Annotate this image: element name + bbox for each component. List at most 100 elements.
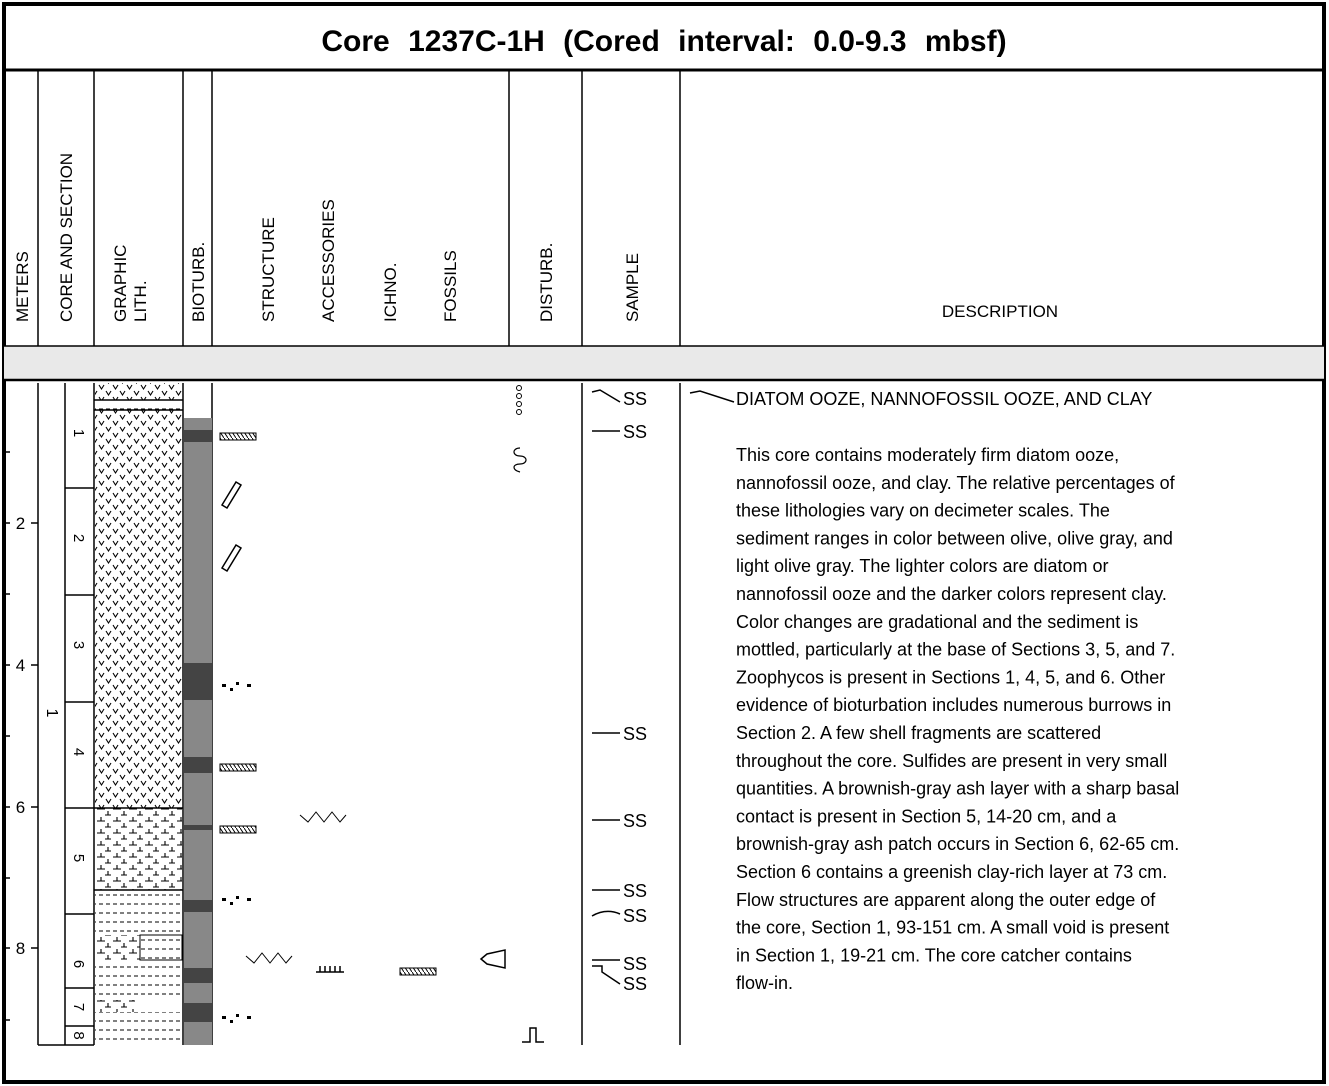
sample-ticks	[592, 390, 620, 984]
header-meters: METERS	[13, 251, 32, 322]
description-line: brownish-gray ash patch occurs in Sectio…	[736, 834, 1179, 854]
section-number: 3	[70, 641, 87, 649]
symbols-part	[400, 968, 436, 975]
symbols-part	[220, 433, 256, 440]
header-description: DESCRIPTION	[942, 302, 1058, 321]
description-line: mottled, particularly at the base of Sec…	[736, 640, 1175, 660]
symbols-part	[222, 1014, 251, 1023]
header-ichno: ICHNO.	[381, 263, 400, 323]
title: Core 1237C-1H (Cored interval: 0.0-9.3 m…	[321, 25, 1006, 58]
sample-ticks-part	[592, 966, 620, 984]
header-accessories: ACCESSORIES	[319, 199, 338, 322]
graphic-lithology-part	[95, 960, 182, 1000]
header-sample: SAMPLE	[623, 253, 642, 322]
symbols-part	[517, 386, 522, 391]
header-fossils: FOSSILS	[441, 250, 460, 322]
page: Core 1237C-1H (Cored interval: 0.0-9.3 m…	[0, 0, 1329, 1086]
header-lith: LITH.	[131, 280, 150, 322]
depth-label: 8	[16, 939, 25, 958]
description-line: contact is present in Section 5, 14-20 c…	[736, 806, 1117, 826]
sample-label: SS	[623, 811, 647, 831]
bioturbation-bar-part	[184, 900, 212, 912]
sample-label: SS	[623, 422, 647, 442]
description-line: these lithologies vary on decimeter scal…	[736, 501, 1110, 521]
graphic-lithology-part	[95, 890, 182, 935]
bioturbation-bar-part	[184, 418, 212, 1045]
symbols-part	[481, 950, 505, 968]
bioturbation-bar-part	[184, 825, 212, 830]
section-number: 5	[70, 854, 87, 862]
symbols-part	[522, 1028, 544, 1042]
section-number: 2	[70, 534, 87, 542]
symbols-part	[220, 826, 256, 833]
graphic-lithology-part	[95, 410, 182, 808]
description-line: Section 2. A few shell fragments are sca…	[736, 723, 1101, 743]
graphic-lithology-part	[95, 808, 182, 890]
description-line: quantities. A brownish-gray ash layer wi…	[736, 779, 1179, 799]
sample-label: SS	[623, 954, 647, 974]
description-line: nannofossil ooze, and clay. The relative…	[736, 473, 1176, 493]
graphic-lithology-part	[95, 383, 182, 400]
description-line: sediment ranges in color between olive, …	[736, 528, 1173, 548]
sample-label: SS	[623, 906, 647, 926]
section-number: 6	[70, 960, 87, 968]
symbols-part	[300, 812, 346, 822]
frame-part	[4, 346, 1324, 380]
graphic-lithology-part	[95, 400, 182, 410]
header-lith: GRAPHIC	[111, 245, 130, 322]
section-number: 4	[70, 748, 87, 756]
symbols-part	[316, 966, 344, 972]
graphic-lithology-part	[95, 1012, 182, 1045]
symbols-part	[514, 448, 526, 472]
header-disturb: DISTURB.	[537, 243, 556, 322]
description-line: evidence of bioturbation includes numero…	[736, 695, 1171, 715]
graphic-lithology-part	[140, 935, 182, 960]
symbols	[220, 386, 544, 1043]
symbols-part	[246, 953, 292, 963]
symbols-part	[517, 402, 522, 407]
bioturbation-bar-part	[184, 968, 212, 983]
description-heading: DIATOM OOZE, NANNOFOSSIL OOZE, AND CLAY	[736, 389, 1152, 409]
column-headers: METERS CORE AND SECTION GRAPHIC LITH. BI…	[13, 153, 1058, 322]
sample-label: SS	[623, 974, 647, 994]
symbols-part	[222, 482, 241, 508]
sample-label: SS	[623, 881, 647, 901]
depth-label: 6	[16, 798, 25, 817]
bioturbation-bar-part	[184, 757, 212, 773]
header-bioturb: BIOTURB.	[189, 242, 208, 322]
sample-ticks-part	[592, 390, 620, 402]
depth-label: 2	[16, 514, 25, 533]
symbols-part	[222, 896, 251, 905]
sample-label: SS	[623, 724, 647, 744]
section-number: 7	[70, 1003, 87, 1011]
symbols-part	[220, 764, 256, 771]
bioturbation-bar-part	[184, 1003, 212, 1022]
graphic-lithology-part	[95, 935, 140, 960]
sample-ticks-part	[592, 911, 620, 916]
core-number: 1	[43, 709, 60, 718]
header-core: CORE AND SECTION	[57, 153, 76, 322]
description-line: nannofossil ooze and the darker colors r…	[736, 584, 1167, 604]
description-line: Flow structures are apparent along the o…	[736, 890, 1156, 910]
sample-label: SS	[623, 389, 647, 409]
description-line: This core contains moderately firm diato…	[736, 445, 1119, 465]
symbols-part	[222, 682, 251, 691]
bioturbation-bar-part	[184, 430, 212, 442]
symbols-part	[222, 545, 241, 571]
description-line: the core, Section 1, 93-151 cm. A small …	[736, 918, 1169, 938]
description-leader	[690, 391, 734, 402]
core-sheet: Core 1237C-1H (Cored interval: 0.0-9.3 m…	[0, 0, 1329, 1086]
graphic-lithology-part	[95, 1000, 135, 1012]
description-line: flow-in.	[736, 973, 793, 993]
section-number: 8	[70, 1031, 87, 1039]
bioturbation-bar-part	[184, 663, 212, 700]
header-structure: STRUCTURE	[259, 217, 278, 322]
description-line: Zoophycos is present in Sections 1, 4, 5…	[736, 667, 1165, 687]
section-number: 1	[70, 429, 87, 437]
description-line: light olive gray. The lighter colors are…	[736, 556, 1109, 576]
symbols-part	[517, 394, 522, 399]
description-line: in Section 1, 19-21 cm. The core catcher…	[736, 945, 1132, 965]
depth-label: 4	[16, 656, 25, 675]
description-line: Color changes are gradational and the se…	[736, 612, 1138, 632]
symbols-part	[517, 410, 522, 415]
